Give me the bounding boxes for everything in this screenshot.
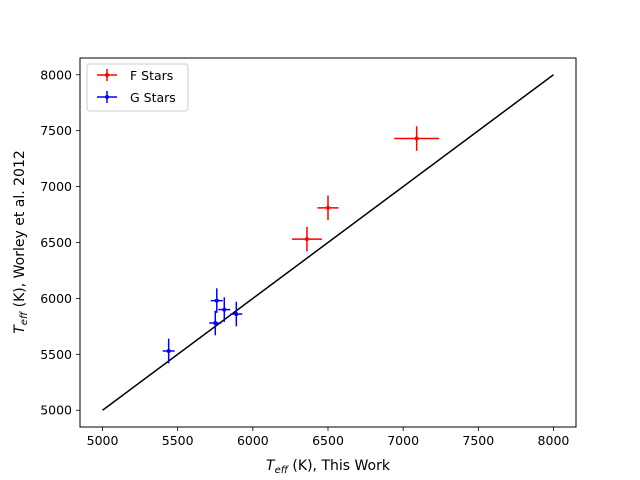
errorbar-layer	[162, 126, 440, 364]
x-axis-label: Teff (K), This Work	[266, 458, 391, 476]
data-point-g-stars	[222, 307, 227, 312]
x-tick-label: 5000	[87, 433, 119, 448]
y-axis-ticks: 5000 5500 6000 6500 7000 7500 8000	[40, 67, 80, 418]
point-layer	[166, 136, 419, 353]
legend-marker-f-stars	[97, 69, 117, 81]
data-point-g-stars	[214, 298, 219, 303]
plot-area	[102, 74, 554, 411]
x-tick-label: 8000	[538, 433, 570, 448]
data-point-g-stars	[234, 312, 239, 317]
legend-marker-g-stars	[97, 91, 117, 103]
reference-line-layer	[102, 74, 554, 411]
data-point-f-stars	[326, 205, 330, 210]
data-point-g-stars	[213, 321, 218, 326]
x-tick-label: 5500	[162, 433, 194, 448]
x-tick-label: 7000	[387, 433, 419, 448]
y-tick-label: 7500	[40, 123, 72, 138]
y-tick-label: 7000	[40, 179, 72, 194]
x-tick-label: 6000	[237, 433, 269, 448]
reference-line	[102, 74, 554, 411]
x-tick-label: 6500	[312, 433, 344, 448]
data-point-g-stars	[166, 348, 171, 353]
data-point-f-stars	[414, 136, 419, 141]
x-axis-ticks: 5000 5500 6000 6500 7000 7500 8000	[87, 427, 570, 448]
y-tick-label: 5000	[40, 403, 72, 418]
legend-label-g-stars: G Stars	[130, 90, 176, 105]
y-tick-label: 6500	[40, 235, 72, 250]
data-point-f-stars	[304, 237, 309, 242]
x-tick-label: 7500	[462, 433, 494, 448]
legend: F Stars G Stars	[86, 63, 189, 112]
y-axis-label: Teff (K), Worley et al. 2012	[12, 150, 30, 334]
y-tick-label: 8000	[40, 67, 72, 82]
legend-label-f-stars: F Stars	[130, 68, 173, 83]
y-tick-label: 5500	[40, 347, 72, 362]
y-tick-label: 6000	[40, 291, 72, 306]
